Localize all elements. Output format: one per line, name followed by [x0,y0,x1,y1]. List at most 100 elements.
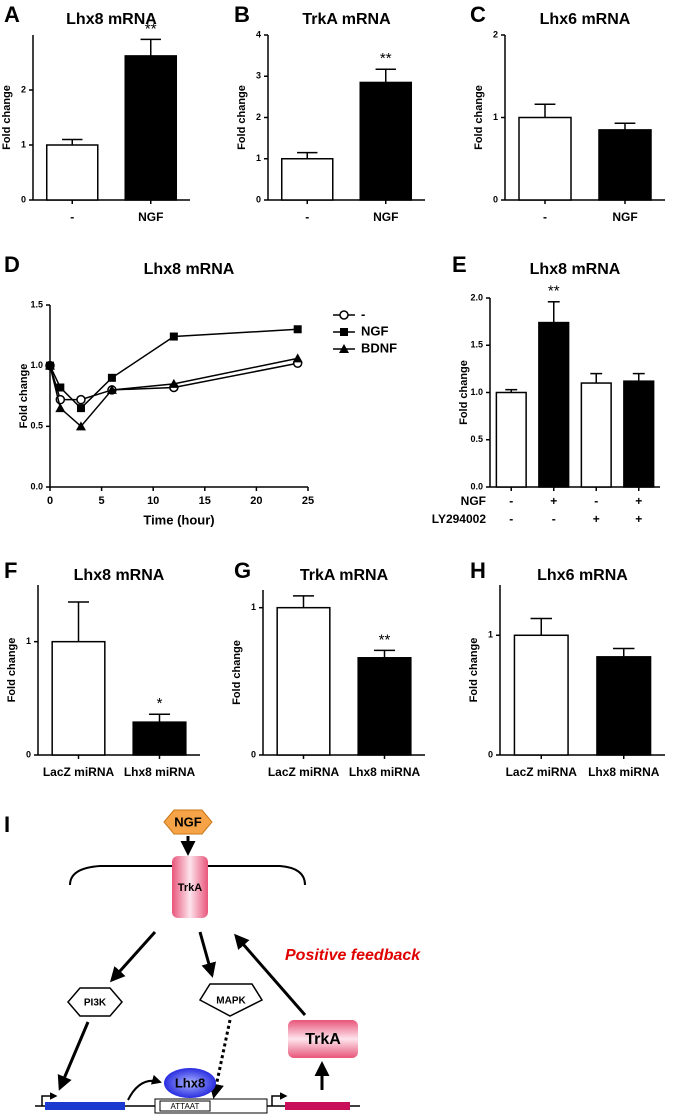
panel-letter: A [4,2,20,27]
y-axis-label: Fold change [473,85,485,150]
product-shape [288,1020,358,1058]
chart-title: Lhx6 mRNA [540,11,631,28]
ngf-shape [163,809,213,835]
arrow [198,931,216,978]
marker [76,394,86,405]
panel-letter: D [4,252,20,277]
arrow [57,1021,90,1091]
chart-title: TrkA mRNA [300,567,389,584]
y-axis-label: Fold change [236,85,248,150]
pathway-label: PI3K [84,998,107,1009]
marker [56,383,65,392]
series-line [49,357,298,428]
y-axis-label: Fold change [458,360,470,425]
x-tick-label: 15 [199,495,211,507]
x-tick-label: - [70,210,74,224]
chart-title: Lhx8 mRNA [74,567,165,584]
x-tick-label: 20 [250,495,262,507]
arrow [209,1019,232,1099]
marker [168,378,179,388]
series-line [49,362,298,401]
significance: * [157,695,163,712]
y-tick-label: 3 [256,71,261,81]
ngf-label: NGF [174,814,202,829]
y-axis-label: Fold change [6,638,18,703]
y-tick-label: 1.5 [470,340,483,350]
legend-marker [339,344,349,353]
significance: ** [145,20,157,37]
bar [280,158,334,201]
y-tick-label: 1 [21,139,26,149]
motif-label: ATTAAT [171,1102,200,1111]
x-tick-label: 5 [99,495,105,507]
y-tick-label: 0 [251,749,256,759]
promoter [271,1092,288,1106]
y-tick-label: 2 [256,112,261,122]
significance: ** [379,631,391,648]
panel-letter: I [4,812,10,837]
bar [596,656,652,756]
y-axis-label: Fold change [468,638,480,703]
mapk-shape [198,983,264,1017]
promoter [41,1092,58,1106]
pi3k-shape [67,987,123,1017]
legend-label: NGF [361,323,389,338]
receptor-shape [172,856,208,918]
x-tick-label: 25 [302,495,314,507]
bar [359,81,413,201]
bar [623,380,655,488]
bar [51,640,106,756]
marker [169,332,178,341]
x-tick-label: 0 [47,495,53,507]
condition-value: + [550,494,557,508]
x-tick-label: Lhx8 miRNA [588,765,660,779]
y-tick-label: 0 [256,194,261,204]
y-tick-label: 1 [26,636,31,646]
y-tick-label: 0.0 [30,481,43,491]
condition-name: LY294002 [432,512,487,526]
y-tick-label: 0 [21,194,26,204]
marker [45,360,55,370]
x-tick-label: LacZ miRNA [506,765,578,779]
marker [106,384,117,394]
bar [580,382,612,488]
x-tick-label: NGF [373,210,398,224]
y-tick-label: 2 [493,29,498,39]
bar [538,321,570,488]
product-label: TrkA [305,1031,341,1048]
y-tick-label: 0 [26,749,31,759]
feedback-label: Positive feedback [285,947,421,964]
chart-title: Lhx8 mRNA [66,11,157,28]
bar [124,55,178,201]
x-tick-label: NGF [138,210,163,224]
factor-label: Lhx8 [175,1075,205,1090]
bar [357,657,412,756]
y-tick-label: 4 [256,29,261,39]
bar [276,606,331,756]
panel-letter: C [470,2,486,27]
y-tick-label: 0.5 [30,421,43,431]
gene [285,1102,350,1110]
y-axis-label: Fold change [18,364,30,429]
y-tick-label: 1 [493,112,498,122]
panel-letter: E [452,252,467,277]
chart-title: Lhx6 mRNA [537,567,628,584]
legend-marker [339,310,349,320]
panel-letter: H [470,558,486,583]
panel-letter: F [4,558,17,583]
condition-name: NGF [461,494,486,508]
y-tick-label: 0 [493,194,498,204]
y-tick-label: 0.5 [470,434,483,444]
x-tick-label: NGF [612,210,637,224]
bar [518,116,572,201]
chart-title: TrkA mRNA [302,11,391,28]
charts: A Lhx8 mRNA 0 1 2 Fold change - ** NGF B TrkA mRNA… [1,2,665,779]
significance: ** [380,50,392,67]
y-tick-label: 1 [488,630,493,640]
legend-label: - [361,306,365,321]
significance: ** [548,283,560,300]
bar [598,129,652,201]
bar [495,391,527,488]
chart-title: Lhx8 mRNA [144,261,235,278]
